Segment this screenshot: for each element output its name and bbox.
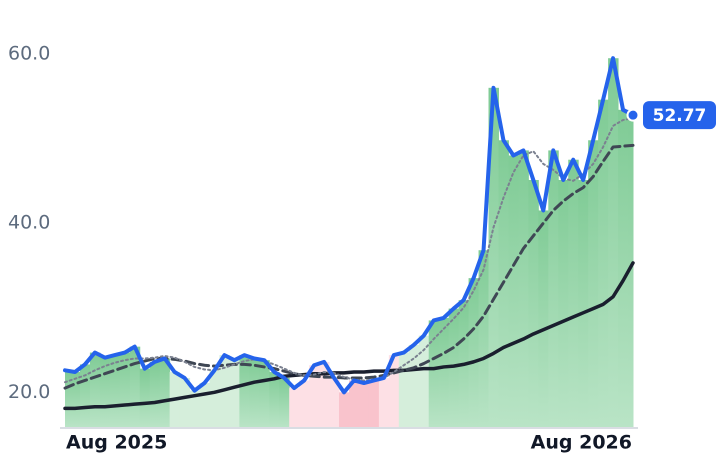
area-column (89, 352, 101, 427)
area-column (418, 335, 430, 427)
last-point (626, 108, 640, 122)
area-column (378, 377, 390, 427)
series-line (63, 56, 635, 395)
area-column (279, 377, 290, 427)
area-column (538, 210, 549, 427)
area-column (309, 365, 320, 427)
area-column (508, 155, 519, 427)
area-column (189, 390, 201, 427)
area-column (568, 159, 579, 427)
area-column (558, 180, 569, 427)
area-column (518, 150, 529, 427)
area-column (548, 150, 559, 427)
series-line (63, 261, 635, 411)
area-column (79, 364, 91, 427)
area-column (65, 370, 71, 427)
area-column (319, 361, 330, 427)
area-column (438, 317, 450, 427)
area-column (388, 355, 400, 427)
area-column (139, 368, 151, 427)
y-tick-label: 20.0 (8, 381, 50, 403)
area-column (618, 109, 629, 428)
area-column (259, 360, 270, 427)
area-column (249, 358, 260, 427)
area-column (608, 58, 619, 427)
area-column (329, 377, 340, 427)
area-column (299, 380, 310, 427)
x-tick-label: Aug 2026 (531, 432, 632, 454)
area-column (269, 372, 280, 427)
area-column (578, 180, 589, 427)
area-column (179, 377, 191, 427)
area-column (239, 355, 250, 427)
area-column (69, 372, 81, 427)
area-column (488, 87, 499, 427)
area-column (229, 360, 240, 427)
area-column (428, 320, 440, 427)
area-column (99, 357, 111, 427)
x-tick-label: Aug 2025 (66, 432, 167, 454)
y-tick-label: 40.0 (8, 212, 50, 234)
badge (643, 101, 716, 130)
area-column (209, 370, 220, 427)
area-column (598, 99, 609, 427)
area-column (628, 115, 634, 427)
area-column (199, 383, 210, 427)
area-column (358, 383, 370, 427)
area-column (398, 352, 410, 427)
area-column (368, 380, 380, 427)
area-column (129, 346, 141, 427)
area-column (349, 380, 360, 427)
area-column (149, 361, 161, 427)
last-value-label: 52.77 (653, 106, 707, 126)
area-column (478, 250, 490, 427)
area-column (588, 140, 599, 427)
area-column (468, 278, 480, 427)
area-column (109, 355, 121, 427)
y-tick-label: 60.0 (8, 42, 50, 64)
area-column (339, 392, 350, 427)
area-column (159, 358, 171, 427)
area-column (528, 180, 539, 427)
area-column (289, 388, 300, 427)
area-column (408, 344, 420, 427)
area-column (119, 352, 131, 427)
series-line (64, 117, 634, 384)
